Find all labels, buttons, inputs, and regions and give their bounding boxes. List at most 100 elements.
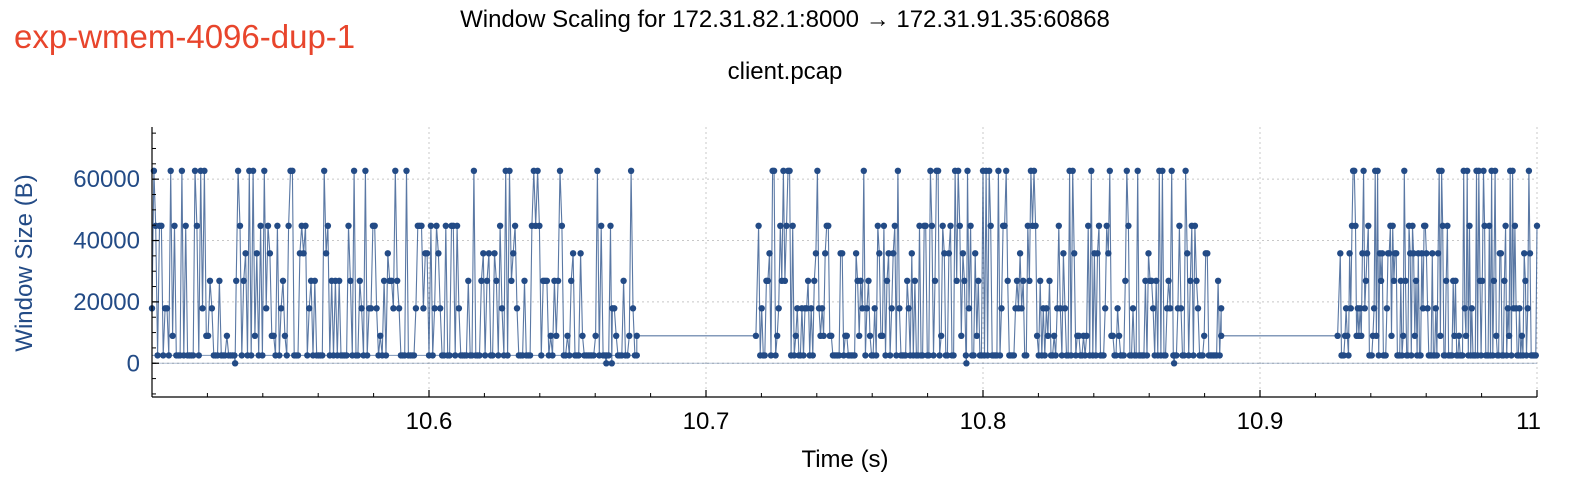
data-point [1058,352,1066,359]
data-point [936,352,943,359]
data-point [1001,222,1008,229]
data-point [178,167,186,174]
data-point [1120,352,1128,359]
data-point [1468,305,1476,312]
data-point [792,332,799,339]
data-point [1370,305,1378,312]
data-point [862,352,869,359]
data-point [558,222,566,229]
data-point [1003,167,1010,174]
data-point [598,222,605,229]
experiment-label: exp-wmem-4096-dup-1 [14,18,356,55]
data-point [852,250,860,257]
data-point [1023,352,1030,359]
data-point [568,277,575,284]
data-point [939,222,946,229]
data-point [1095,222,1103,229]
data-point [322,250,330,257]
data-point [300,250,307,257]
x-tick-label: 10.7 [683,408,730,435]
data-point [803,305,810,312]
data-point [266,250,274,257]
data-point [431,305,438,312]
data-point [1444,222,1451,229]
data-point [1159,167,1166,174]
data-point [808,305,815,312]
axes: 0 20000 40000 60000 10.6 10.7 10.8 10.9 11 [73,127,1541,435]
data-point [249,167,257,174]
data-point [345,222,352,229]
data-point [302,222,309,229]
data-point [1375,352,1382,359]
data-point [377,332,384,339]
data-point [1523,352,1530,359]
data-point [343,352,350,359]
data-point [1180,352,1188,359]
data-point [1168,167,1175,174]
data-point [882,352,889,359]
data-point [261,167,268,174]
data-point [208,305,216,312]
data-point [1360,167,1367,174]
data-point [453,222,461,229]
data-point [263,305,270,312]
data-point [513,305,521,312]
data-point [1480,167,1487,174]
data-point [1505,332,1513,339]
data-point [857,277,864,284]
data-point [928,222,936,229]
data-point [1393,250,1400,257]
data-point [1516,305,1523,312]
data-point [382,352,390,359]
data-point [1143,352,1151,359]
data-point [270,332,277,339]
data-point [975,277,982,284]
data-point [1214,277,1222,284]
data-point [1417,352,1424,359]
data-point [1524,305,1531,312]
data-point [257,222,264,229]
data-point [392,167,399,174]
data-point [1115,332,1123,339]
data-point [603,360,610,367]
data-point [427,222,435,229]
data-point [1497,250,1505,257]
data-point [543,277,551,284]
data-point [206,277,214,284]
data-point [248,352,255,359]
data-point [1043,305,1050,312]
data-point [395,305,403,312]
data-point [791,352,798,359]
data-point [1193,277,1200,284]
data-point [423,250,431,257]
data-point [1419,305,1427,312]
data-point [1165,277,1172,284]
data-point [321,167,328,174]
data-point [1106,167,1114,174]
data-point [1024,222,1032,229]
data-point [856,332,863,339]
data-point [1352,222,1359,229]
data-point [498,305,506,312]
data-point [1533,222,1541,229]
data-point [154,352,161,359]
data-point [1055,222,1063,229]
x-tick-label: 10.8 [960,408,1007,435]
data-point [493,277,500,284]
data-point [1398,352,1406,359]
data-point [1397,277,1405,284]
data-point [1412,277,1420,284]
data-point [251,332,259,339]
data-point [508,277,515,284]
data-point [811,277,818,284]
data-point [607,222,614,229]
data-point [169,332,176,339]
data-point [476,352,483,359]
data-point [947,222,954,229]
data-point [905,305,912,312]
data-point [1016,250,1024,257]
data-point [236,222,244,229]
data-point [253,250,260,257]
data-point [995,167,1002,174]
data-point [195,352,202,359]
